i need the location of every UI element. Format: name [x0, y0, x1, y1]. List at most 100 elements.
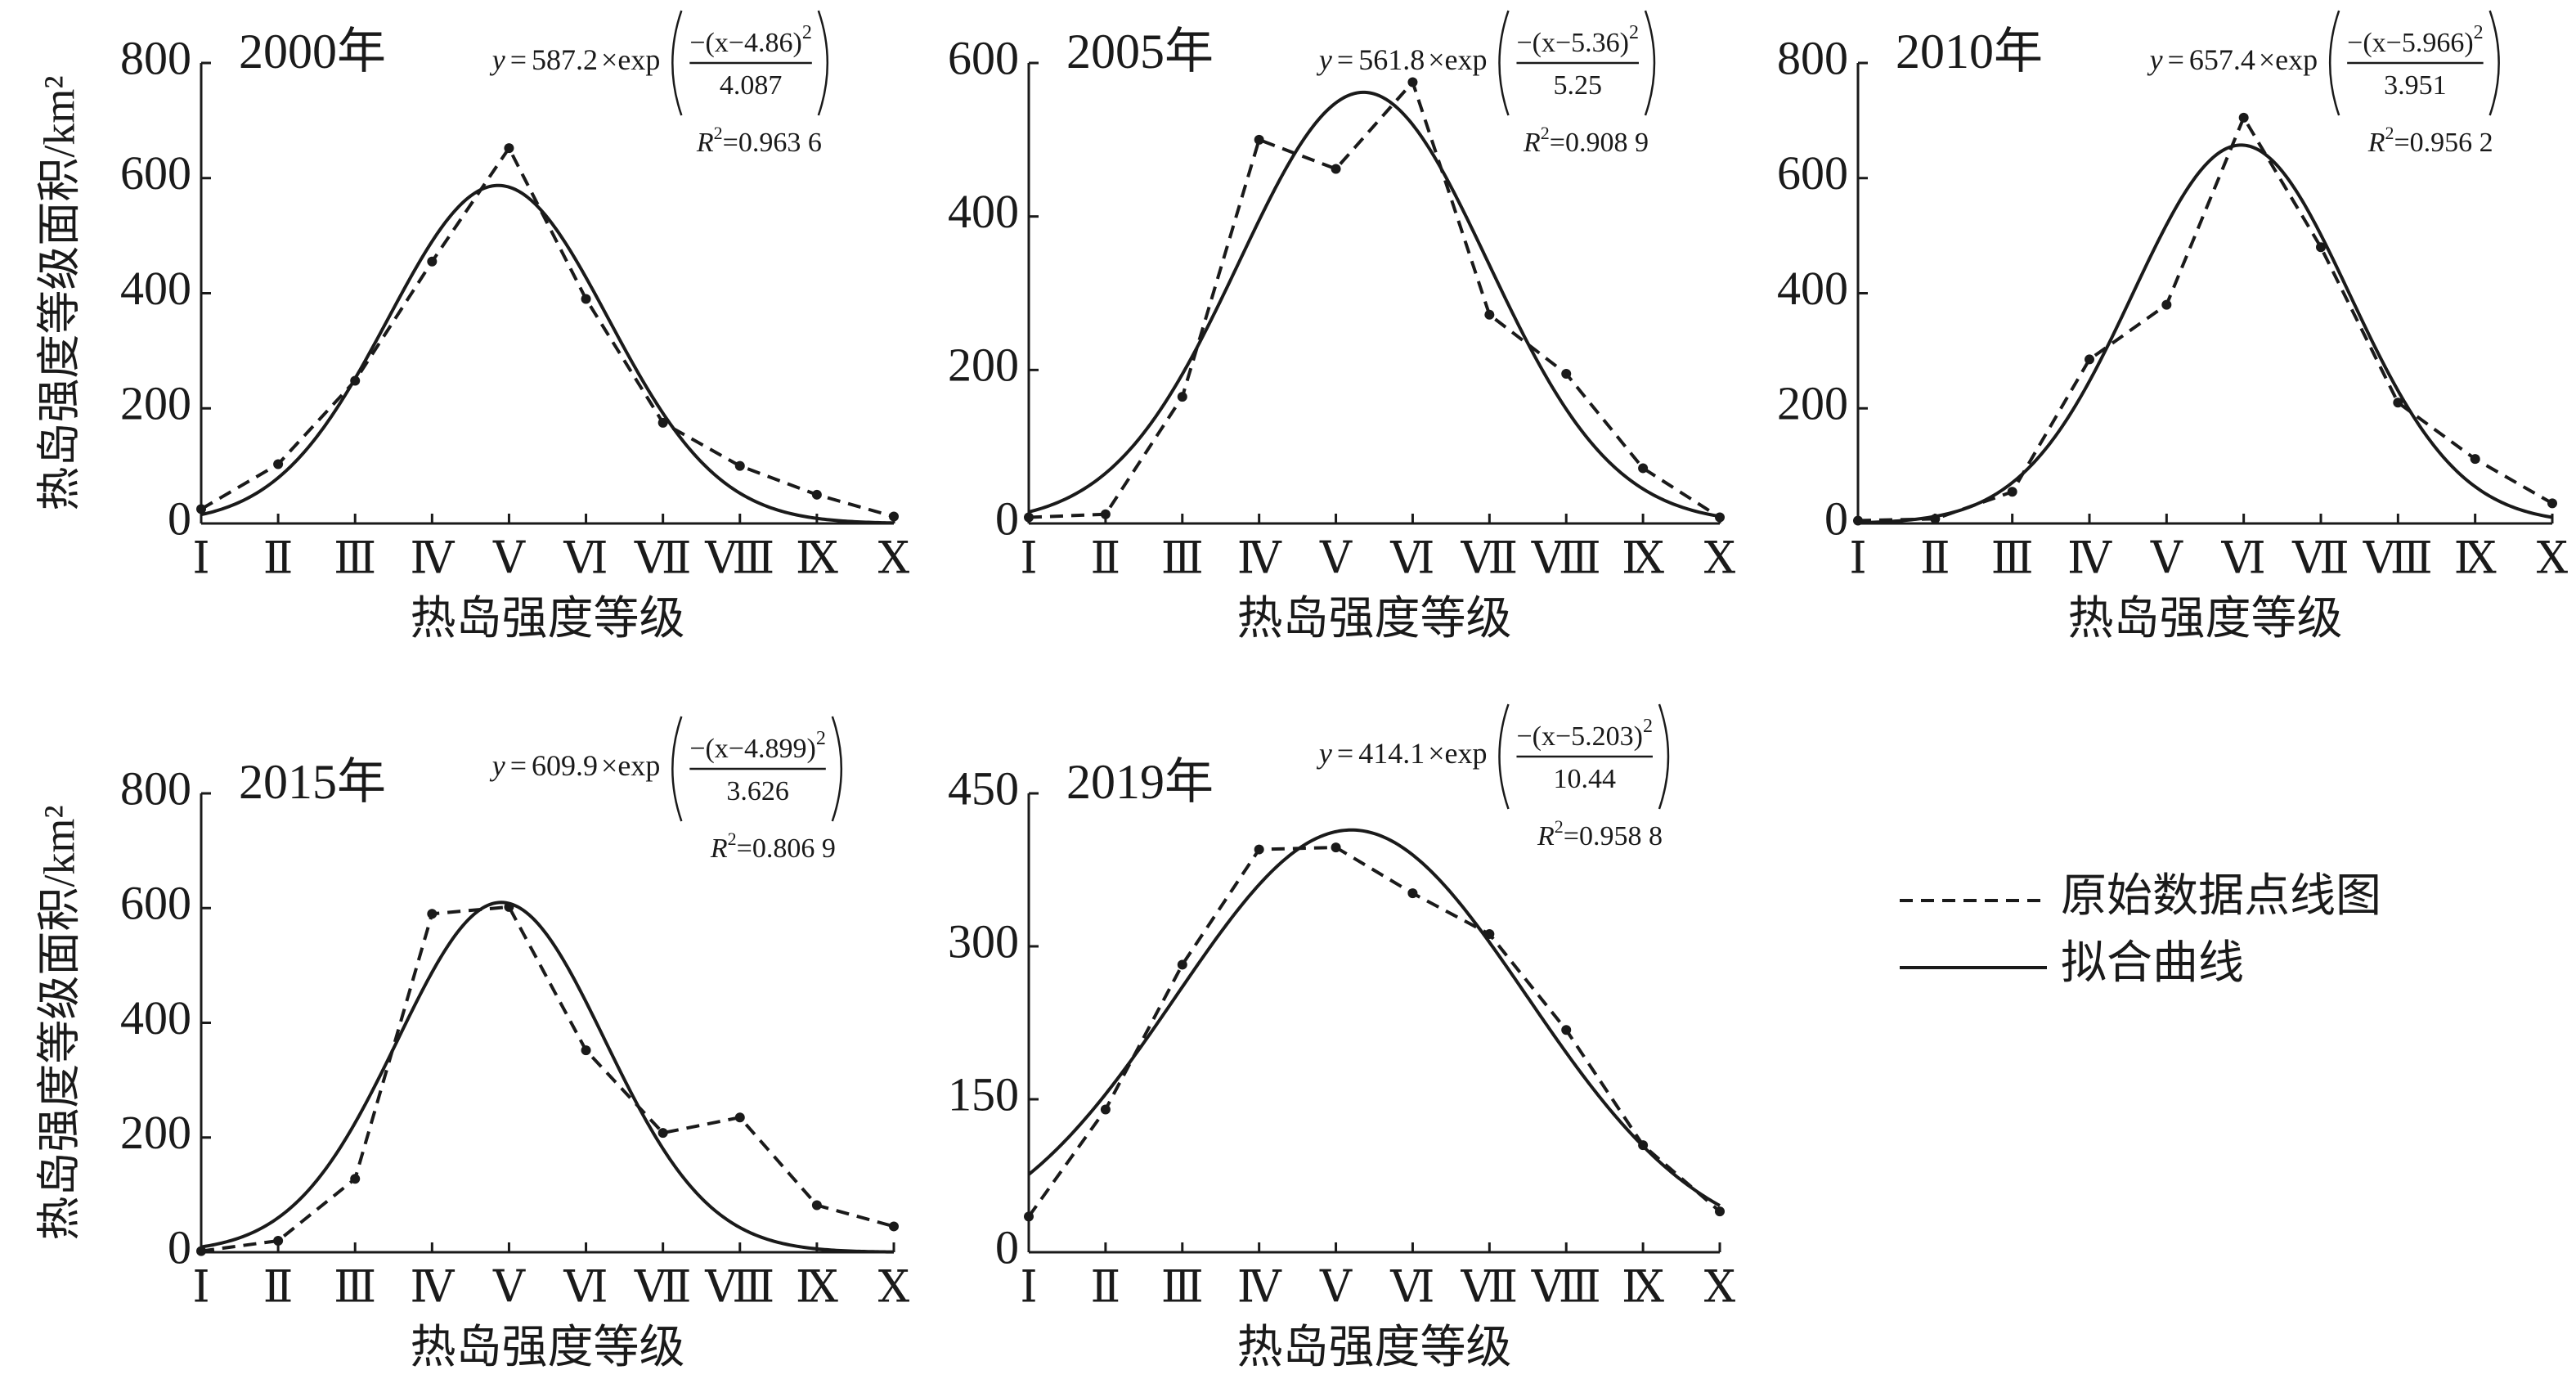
eq-num-open: −(x−	[1516, 28, 1571, 58]
x-tick-label: Ⅲ	[1991, 533, 2034, 582]
chart-title: 2005年	[1066, 25, 1214, 79]
x-tick-label: Ⅱ	[263, 533, 294, 582]
data-point	[273, 459, 284, 469]
r2-symbol: R	[2367, 128, 2385, 158]
y-tick-label: 600	[120, 877, 191, 930]
r2-eq: =	[1564, 821, 1579, 851]
data-point	[657, 1128, 668, 1139]
data-point	[2161, 299, 2172, 310]
x-tick-label: Ⅰ	[1020, 533, 1037, 582]
r-squared: R2=0.806 9	[710, 829, 836, 864]
x-tick-label: Ⅷ	[704, 533, 774, 582]
x-tick-label: Ⅳ	[1237, 1262, 1282, 1311]
y-tick-label: 600	[120, 146, 191, 200]
data-line	[1028, 79, 1721, 519]
data-point	[2316, 242, 2326, 253]
data-point	[1177, 959, 1187, 970]
data-point	[1331, 164, 1341, 174]
eq-op: ×exp	[2259, 43, 2318, 76]
x-tick-label: Ⅰ	[1020, 1262, 1037, 1311]
eq-numerator: −(x−4.86)2	[689, 22, 812, 58]
r2-value: 0.908 9	[1565, 128, 1649, 158]
equation-lhs: y = 587.2 ×exp	[490, 43, 661, 76]
data-point	[811, 489, 822, 500]
x-tick-label: Ⅵ	[2221, 533, 2266, 582]
data-point	[2547, 498, 2557, 509]
paren-right	[831, 716, 843, 822]
x-tick-label: Ⅶ	[634, 1262, 692, 1311]
x-tick-label: Ⅸ	[2454, 533, 2497, 582]
eq-square: 2	[1643, 716, 1653, 737]
equation-lhs: y = 657.4 ×exp	[2147, 43, 2318, 76]
x-tick-label: Ⅷ	[2363, 533, 2433, 582]
eq-numerator: −(x−4.899)2	[689, 728, 826, 764]
data-point	[581, 1045, 591, 1056]
x-tick-label: Ⅸ	[1622, 1262, 1664, 1311]
data-point	[1331, 842, 1341, 853]
y-tick-label: 400	[1777, 262, 1848, 315]
r-squared: R2=0.956 2	[2367, 123, 2493, 158]
x-tick-label: Ⅰ	[192, 533, 209, 582]
eq-num-open: −(x−	[689, 28, 744, 58]
eq-mean: 5.36	[1571, 28, 1620, 58]
data-point	[2085, 354, 2094, 365]
paren-left	[671, 10, 683, 116]
x-tick-label: Ⅸ	[796, 533, 838, 582]
y-tick-label: 0	[1824, 492, 1848, 545]
data-point	[1407, 77, 1418, 88]
x-tick-label: Ⅴ	[492, 1262, 526, 1311]
x-tick-label: Ⅵ	[563, 1262, 608, 1311]
x-tick-label: Ⅳ	[410, 533, 455, 582]
data-point	[734, 460, 745, 471]
x-axis-label: 热岛强度等级	[411, 1323, 685, 1373]
data-point	[1407, 888, 1418, 899]
x-tick-label: Ⅴ	[2150, 533, 2183, 582]
x-axis-label: 热岛强度等级	[1237, 1323, 1512, 1373]
data-point	[2393, 398, 2403, 408]
x-tick-label: Ⅲ	[334, 1262, 376, 1311]
eq-denominator: 10.44	[1553, 764, 1616, 794]
y-tick-label: 450	[948, 761, 1019, 815]
x-tick-label: Ⅷ	[1531, 533, 1601, 582]
data-line	[200, 145, 895, 519]
eq-op: ×exp	[1428, 43, 1487, 76]
y-tick-label: 0	[995, 492, 1019, 545]
r-squared: R2=0.908 9	[1523, 123, 1649, 158]
eq-denominator: 3.951	[2384, 70, 2447, 101]
x-tick-label: Ⅵ	[1389, 1262, 1434, 1311]
data-point	[2007, 487, 2017, 497]
y-tick-label: 200	[1777, 377, 1848, 430]
r-squared: R2=0.958 8	[1537, 816, 1663, 851]
x-tick-label: Ⅳ	[2067, 533, 2112, 582]
eq-square: 2	[2474, 22, 2484, 43]
y-tick-label: 200	[120, 377, 191, 430]
eq-op: ×exp	[601, 749, 660, 782]
eq-sign: =	[2168, 43, 2184, 76]
y-tick-label: 300	[948, 914, 1019, 968]
y-tick-label: 800	[120, 761, 191, 815]
x-tick-label: Ⅸ	[1622, 533, 1664, 582]
chart-title: 2000年	[239, 25, 386, 79]
chart-title: 2010年	[1896, 25, 2043, 79]
fit-curve	[200, 901, 895, 1254]
paren-right	[817, 10, 829, 116]
r2-symbol: R	[1523, 128, 1541, 158]
eq-numerator: −(x−5.36)2	[1516, 22, 1639, 58]
data-point	[1254, 134, 1264, 145]
x-tick-label: Ⅲ	[334, 533, 376, 582]
chart-title: 2019年	[1066, 755, 1214, 809]
data-point	[273, 1235, 284, 1246]
data-point	[1715, 1206, 1725, 1217]
eq-numerator: −(x−5.966)2	[2347, 22, 2484, 58]
r2-symbol: R	[696, 128, 714, 158]
x-tick-label: Ⅸ	[796, 1262, 838, 1311]
x-tick-label: Ⅴ	[492, 533, 526, 582]
eq-y: y	[490, 749, 505, 782]
eq-num-close: )	[806, 734, 815, 764]
eq-square: 2	[816, 728, 826, 749]
y-tick-label: 400	[948, 185, 1019, 238]
x-tick-label: Ⅷ	[704, 1262, 774, 1311]
r2-symbol: R	[1537, 821, 1555, 851]
data-point	[1100, 509, 1111, 519]
